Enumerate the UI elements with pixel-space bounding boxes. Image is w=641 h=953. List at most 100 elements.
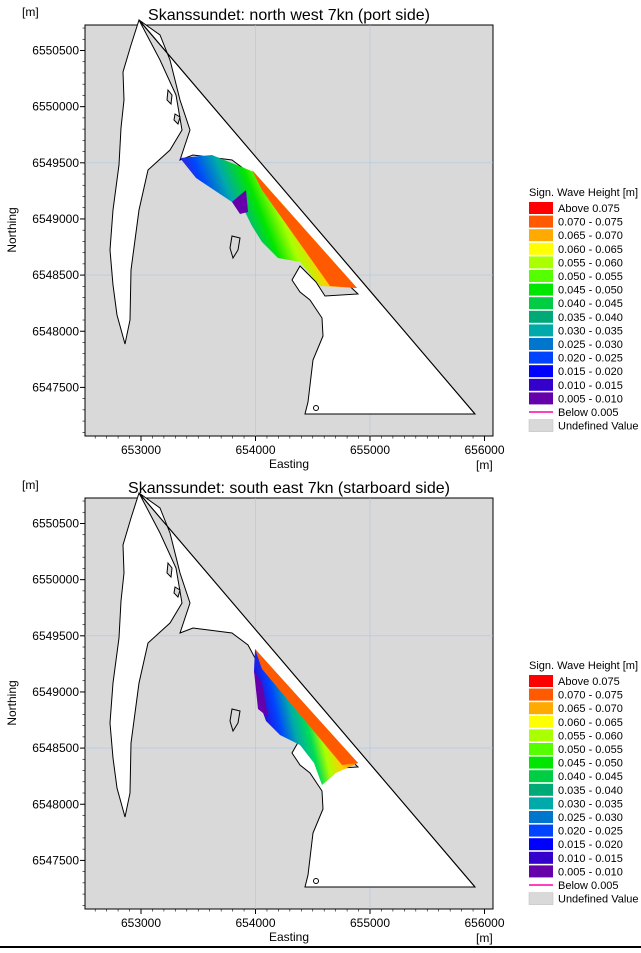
legend-label: 0.040 - 0.045 xyxy=(558,298,623,310)
island xyxy=(229,708,241,733)
legend: Sign. Wave Height [m] Above 0.075 0.070 - … xyxy=(528,660,639,906)
legend: Sign. Wave Height [m] Above 0.075 0.070 - … xyxy=(528,187,639,433)
x-tick-label: 654000 xyxy=(235,916,275,930)
legend-label: 0.060 - 0.065 xyxy=(558,717,623,729)
legend-label: 0.015 - 0.020 xyxy=(558,839,623,851)
legend-swatch xyxy=(529,702,553,715)
legend-title: Sign. Wave Height [m] xyxy=(529,187,638,199)
rock-islet xyxy=(313,878,319,884)
legend-label: 0.040 - 0.045 xyxy=(558,771,623,783)
legend-swatch xyxy=(529,770,553,783)
legend-label: Above 0.075 xyxy=(558,676,620,688)
west-channel xyxy=(109,491,183,818)
legend-label: Above 0.075 xyxy=(558,203,620,215)
y-tick-label: 6547500 xyxy=(32,853,79,867)
y-tick-label: 6548000 xyxy=(32,324,79,338)
legend-swatch xyxy=(529,797,553,810)
y-tick-label: 6550000 xyxy=(32,573,79,587)
y-axis-label: Northing xyxy=(5,680,19,725)
legend-swatch xyxy=(529,743,553,755)
page-bottom-rule xyxy=(0,946,641,948)
x-tick-label: 653000 xyxy=(121,443,161,457)
legend-label: 0.050 - 0.055 xyxy=(558,271,623,283)
legend-swatch xyxy=(529,229,553,242)
legend-label: 0.070 - 0.075 xyxy=(558,690,623,702)
legend-label: 0.060 - 0.065 xyxy=(558,244,623,256)
legend-swatch xyxy=(529,688,553,701)
legend-label: Below 0.005 xyxy=(558,880,619,892)
legend-label: 0.005 - 0.010 xyxy=(558,866,623,878)
x-unit-label: [m] xyxy=(476,458,493,472)
legend-swatch xyxy=(529,338,553,350)
legend-label: 0.025 - 0.030 xyxy=(558,339,623,351)
legend-swatch xyxy=(529,202,553,214)
legend-label: 0.020 - 0.025 xyxy=(558,353,623,365)
map-svg: 653000 654000 655000 656000 6550500 6550000 65… xyxy=(5,478,639,945)
legend-swatch xyxy=(529,270,553,282)
wave-high-zone xyxy=(255,649,358,765)
legend-label: 0.045 - 0.050 xyxy=(558,758,623,770)
legend-swatch xyxy=(529,297,553,310)
legend-label: 0.055 - 0.060 xyxy=(558,257,623,269)
map-svg: 653000 654000 655000 656000 6550500 6550000 65… xyxy=(5,5,639,472)
legend-label: 0.050 - 0.055 xyxy=(558,744,623,756)
legend-swatch xyxy=(529,242,553,255)
x-tick-label: 655000 xyxy=(350,443,390,457)
wave-high-zone xyxy=(252,170,357,288)
y-tick-label: 6550000 xyxy=(32,100,79,114)
y-tick-label: 6549000 xyxy=(32,685,79,699)
wave-low-zone xyxy=(232,190,248,214)
y-tick-label: 6548500 xyxy=(32,741,79,755)
x-tick-label: 656000 xyxy=(464,916,504,930)
island xyxy=(173,586,181,598)
x-axis-label: Easting xyxy=(269,457,309,471)
legend-swatch xyxy=(529,851,553,864)
legend-label: 0.025 - 0.030 xyxy=(558,812,623,824)
y-tick-label: 6547500 xyxy=(32,380,79,394)
legend-swatch xyxy=(529,310,553,323)
legend-swatch xyxy=(529,351,553,364)
map-title: Skanssundet: south east 7kn (starboard s… xyxy=(128,480,450,497)
legend-swatch xyxy=(529,675,553,687)
map-title: Skanssundet: north west 7kn (port side) xyxy=(148,7,430,24)
island xyxy=(229,235,241,260)
legend-swatch xyxy=(529,256,553,269)
legend-label: 0.020 - 0.025 xyxy=(558,826,623,838)
legend-label: Undefined Value xyxy=(558,894,639,906)
legend-swatch xyxy=(529,715,553,728)
legend-swatch xyxy=(528,419,554,432)
y-unit-label: [m] xyxy=(22,5,39,19)
legend-label: Undefined Value xyxy=(558,421,639,433)
x-tick-label: 654000 xyxy=(235,443,275,457)
map-panel-starboard: 653000 654000 655000 656000 6550500 6550000 65… xyxy=(0,473,641,948)
legend-swatch xyxy=(529,811,553,823)
y-axis-label: Northing xyxy=(5,207,19,252)
legend-label: 0.045 - 0.050 xyxy=(558,285,623,297)
y-tick-label: 6549000 xyxy=(32,212,79,226)
legend-label: 0.015 - 0.020 xyxy=(558,366,623,378)
legend-swatch xyxy=(528,892,554,905)
legend-label: 0.035 - 0.040 xyxy=(558,785,623,797)
legend-swatch xyxy=(529,283,553,296)
legend-label: 0.010 - 0.015 xyxy=(558,853,623,865)
legend-label: 0.005 - 0.010 xyxy=(558,393,623,405)
legend-swatch xyxy=(529,365,553,378)
legend-title: Sign. Wave Height [m] xyxy=(529,660,638,672)
legend-label: 0.030 - 0.035 xyxy=(558,798,623,810)
legend-label: 0.070 - 0.075 xyxy=(558,217,623,229)
legend-label: 0.035 - 0.040 xyxy=(558,312,623,324)
x-tick-label: 656000 xyxy=(464,443,504,457)
island xyxy=(166,88,173,106)
legend-swatch xyxy=(529,838,553,851)
y-tick-label: 6550500 xyxy=(32,517,79,531)
legend-label: 0.010 - 0.015 xyxy=(558,380,623,392)
legend-swatch xyxy=(529,392,553,405)
legend-swatch xyxy=(529,756,553,769)
x-tick-label: 653000 xyxy=(121,916,161,930)
legend-label: 0.065 - 0.070 xyxy=(558,703,623,715)
legend-swatch xyxy=(529,729,553,742)
y-unit-label: [m] xyxy=(22,478,39,492)
wave-low-zone xyxy=(254,671,268,717)
legend-label: Below 0.005 xyxy=(558,407,619,419)
y-tick-label: 6549500 xyxy=(32,156,79,170)
